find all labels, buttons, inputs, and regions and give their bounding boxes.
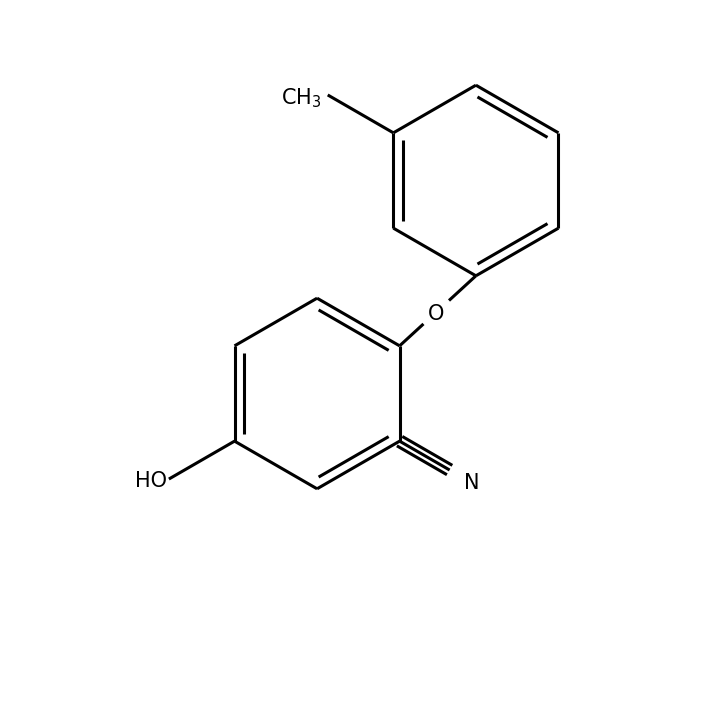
Text: O: O (428, 304, 444, 324)
Text: N: N (464, 473, 479, 493)
Text: CH$_3$: CH$_3$ (282, 86, 322, 110)
Text: HO: HO (135, 471, 167, 491)
